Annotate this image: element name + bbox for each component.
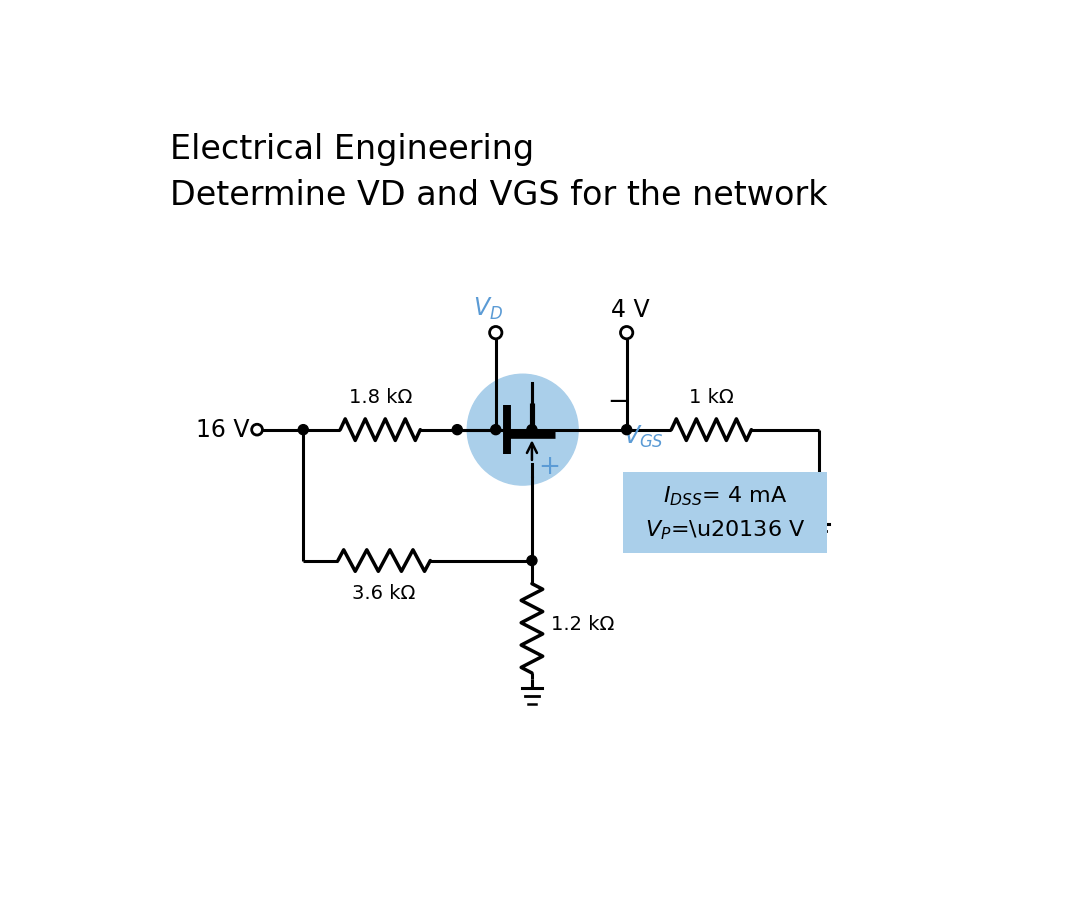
Text: $I_{DSS}$= 4 mA: $I_{DSS}$= 4 mA <box>662 484 787 508</box>
Text: $V_{GS}$: $V_{GS}$ <box>623 424 664 451</box>
Text: $V_D$: $V_D$ <box>473 296 503 322</box>
Circle shape <box>527 555 537 565</box>
Circle shape <box>527 425 537 434</box>
Text: 4 V: 4 V <box>611 298 650 322</box>
Circle shape <box>490 425 501 434</box>
Text: Determine VD and VGS for the network: Determine VD and VGS for the network <box>170 179 827 213</box>
Text: $-$: $-$ <box>607 387 629 413</box>
Circle shape <box>453 425 462 434</box>
Text: 16 V: 16 V <box>195 418 249 442</box>
Text: 1.8 kΩ: 1.8 kΩ <box>349 387 411 407</box>
Text: 1 kΩ: 1 kΩ <box>689 387 733 407</box>
Text: 1.2 kΩ: 1.2 kΩ <box>551 615 615 634</box>
Text: Electrical Engineering: Electrical Engineering <box>170 133 535 166</box>
Circle shape <box>298 425 308 434</box>
Circle shape <box>622 425 632 434</box>
Text: $+$: $+$ <box>538 454 559 480</box>
FancyBboxPatch shape <box>623 472 827 553</box>
Text: 3.6 kΩ: 3.6 kΩ <box>352 584 416 602</box>
Circle shape <box>468 374 578 485</box>
Text: $V_P$=\u20136 V: $V_P$=\u20136 V <box>645 518 805 542</box>
